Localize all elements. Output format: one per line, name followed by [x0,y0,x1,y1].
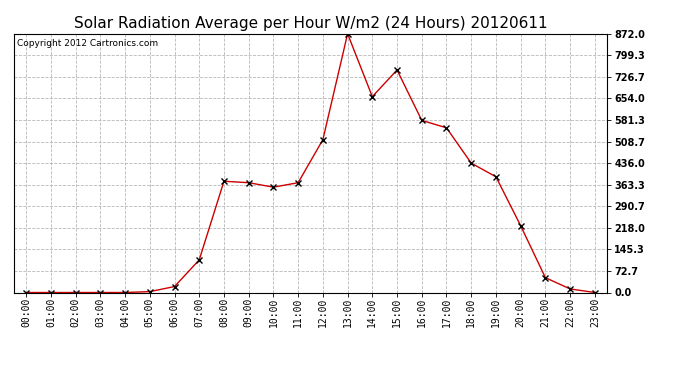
Text: Copyright 2012 Cartronics.com: Copyright 2012 Cartronics.com [17,39,158,48]
Title: Solar Radiation Average per Hour W/m2 (24 Hours) 20120611: Solar Radiation Average per Hour W/m2 (2… [74,16,547,31]
